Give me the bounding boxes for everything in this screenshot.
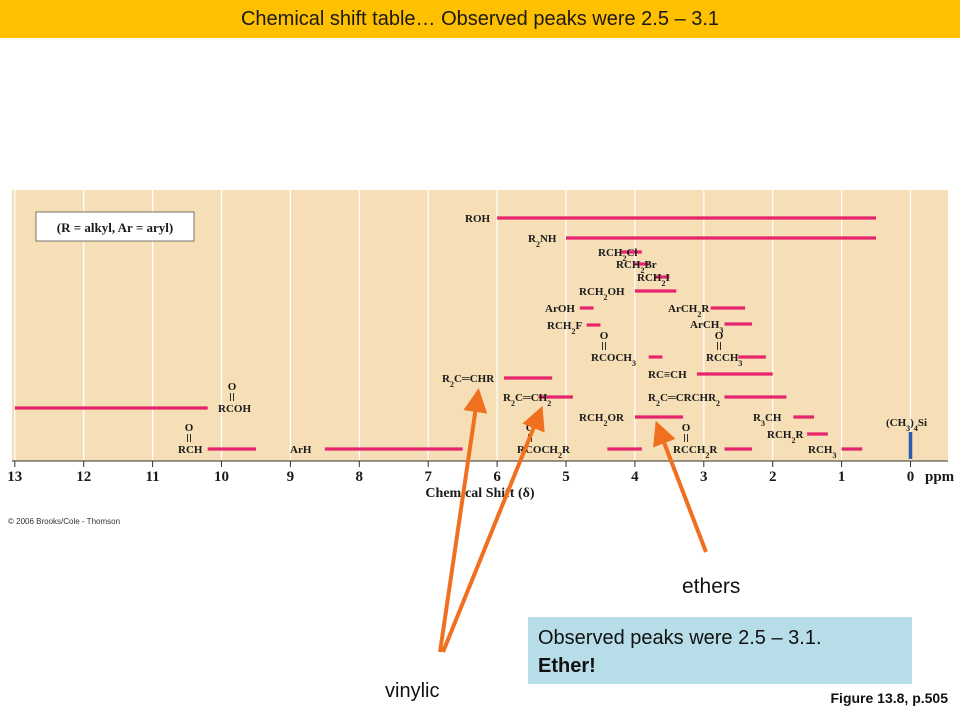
x-tick-label: 4: [631, 469, 639, 485]
x-axis-title: Chemical Shift (δ): [425, 486, 534, 501]
carbonyl-oxygen: O: [600, 330, 609, 342]
note-line-1: Observed peaks were 2.5 – 3.1.: [538, 627, 822, 649]
x-tick-label: 8: [356, 469, 364, 485]
x-unit-label: ppm: [925, 469, 955, 485]
range-label: R2NH: [528, 233, 557, 249]
ethers-label: ethers: [682, 575, 741, 598]
tms-label: (CH3)4Si: [886, 417, 927, 433]
x-tick-label: 13: [7, 469, 22, 485]
note-line-2: Ether!: [538, 655, 596, 677]
range-label: ROH: [465, 213, 491, 225]
x-tick-label: 6: [493, 469, 501, 485]
carbonyl-oxygen: O: [682, 422, 691, 434]
vinylic-arrow-1: [438, 388, 488, 653]
range-label: RCCH3: [706, 352, 742, 368]
range-label: RCH2OR: [579, 412, 625, 428]
x-tick-label: 3: [700, 469, 708, 485]
range-label: RCH2F: [547, 320, 582, 336]
x-tick-label: 11: [146, 469, 160, 485]
range-label: ArH: [290, 444, 312, 456]
carbonyl-oxygen: O: [185, 422, 194, 434]
x-tick-label: 0: [907, 469, 915, 485]
copyright-credit: © 2006 Brooks/Cole - Thomson: [8, 517, 121, 526]
legend-note-box: [35, 211, 195, 242]
range-label: RCH3: [808, 444, 836, 460]
x-tick-label: 10: [214, 469, 229, 485]
range-label: RC≡CH: [648, 369, 687, 381]
title-bar: Chemical shift table… Observed peaks wer…: [0, 0, 960, 38]
range-label: RCH2Cl: [598, 247, 637, 263]
figure-reference: Figure 13.8, p.505: [830, 690, 949, 706]
slide-title: Chemical shift table… Observed peaks wer…: [240, 7, 720, 30]
range-label: R3CH: [753, 412, 782, 428]
range-label: ArCH2R: [668, 303, 710, 319]
x-tick-label: 7: [424, 469, 432, 485]
x-tick-label: 12: [76, 469, 91, 485]
range-label: R2C═CH2: [503, 392, 551, 408]
legend-note-text: (R = alkyl, Ar = aryl): [57, 220, 173, 235]
range-label: ArCH3: [690, 319, 723, 335]
range-label: RCH2Br: [616, 259, 657, 275]
x-tick-label: 1: [838, 469, 846, 485]
range-label: R2C═CRCHR2: [648, 392, 720, 408]
observation-note: Observed peaks were 2.5 – 3.1. Ether!: [528, 617, 912, 684]
range-label: RCH2I: [637, 272, 670, 288]
range-label: RCOCH3: [591, 352, 636, 368]
vinylic-arrow-2: [441, 405, 545, 653]
carbonyl-oxygen: O: [715, 330, 724, 342]
x-tick-label: 2: [769, 469, 777, 485]
vinylic-label: vinylic: [385, 680, 440, 702]
x-tick-label: 5: [562, 469, 570, 485]
x-tick-label: 9: [287, 469, 295, 485]
range-label: R2C═CHR: [442, 373, 495, 389]
ethers-arrow: [653, 420, 708, 553]
range-label: RCCH2R: [673, 444, 718, 460]
range-label: RCOH: [218, 403, 251, 415]
range-label: RCH2OH: [579, 286, 625, 302]
range-label: RCH: [178, 444, 203, 456]
range-label: ArOH: [545, 303, 575, 315]
carbonyl-oxygen: O: [228, 381, 237, 393]
range-label: RCH2R: [767, 429, 804, 445]
